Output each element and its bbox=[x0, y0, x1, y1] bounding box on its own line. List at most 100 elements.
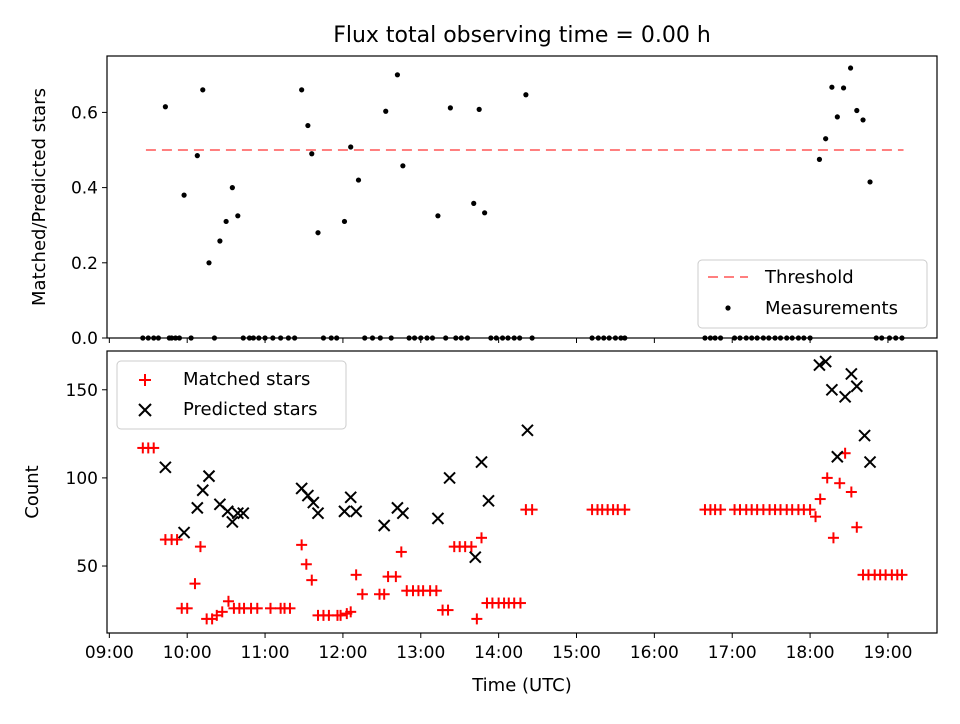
predicted-star-point bbox=[301, 489, 315, 502]
matched-star-point bbox=[222, 595, 234, 607]
measurement-point bbox=[447, 105, 453, 111]
matched-star-point bbox=[476, 532, 488, 544]
predicted-star-point bbox=[819, 355, 832, 368]
measurement-point bbox=[523, 92, 529, 98]
top-y-ticks: 0.0 0.2 0.4 0.6 bbox=[71, 103, 107, 349]
predicted-star-point bbox=[311, 506, 325, 520]
legend-matched-marker bbox=[139, 374, 151, 386]
measurement-point bbox=[223, 218, 229, 225]
measurement-point bbox=[217, 238, 223, 244]
legend-threshold-label: Threshold bbox=[764, 267, 854, 288]
x-tick-label: 09:00 bbox=[85, 643, 134, 663]
x-tick-label: 16:00 bbox=[630, 643, 679, 663]
predicted-star-point bbox=[469, 551, 482, 564]
top-legend: Threshold Measurements bbox=[697, 259, 928, 329]
predicted-star-point bbox=[850, 380, 864, 393]
matched-star-point bbox=[821, 472, 833, 484]
bottom-axes-frame bbox=[106, 350, 938, 634]
matched-star-point bbox=[896, 569, 908, 581]
legend-measurements-label: Measurements bbox=[765, 298, 898, 319]
matched-star-point bbox=[814, 493, 826, 505]
predicted-star-point bbox=[307, 496, 320, 509]
legend-measurements-marker bbox=[725, 305, 731, 311]
measurement-point bbox=[840, 85, 847, 91]
matched-star-point bbox=[471, 613, 483, 625]
measurement-point bbox=[229, 185, 235, 191]
top-y-tick-label: 0.4 bbox=[71, 179, 98, 199]
predicted-star-point bbox=[196, 484, 209, 497]
bottom-y-label: Count bbox=[22, 465, 43, 518]
predicted-star-point bbox=[344, 491, 357, 504]
top-y-tick-label: 0.2 bbox=[71, 254, 98, 274]
matched-star-point bbox=[834, 477, 846, 489]
bottom-panel: 50 100 150 09:00 10:00 11:00 12:00 13:00 14:00 1… bbox=[22, 350, 938, 696]
bottom-legend: Matched stars Predicted stars bbox=[116, 360, 347, 430]
measurement-point bbox=[383, 108, 389, 114]
matched-star-point bbox=[148, 442, 160, 454]
measurement-point bbox=[829, 84, 835, 90]
measurement-point bbox=[299, 87, 305, 93]
matched-star-point bbox=[851, 521, 863, 533]
predicted-star-point bbox=[521, 424, 534, 437]
measurement-point bbox=[194, 153, 200, 159]
predicted-star-point bbox=[191, 501, 204, 515]
matched-star-point bbox=[189, 578, 201, 590]
predicted-star-point bbox=[845, 367, 858, 381]
x-tick-label: 13:00 bbox=[396, 643, 445, 663]
predicted-star-point bbox=[231, 506, 245, 520]
x-tick-label: 10:00 bbox=[163, 643, 212, 663]
predicted-stars-points bbox=[159, 355, 877, 564]
matched-star-point bbox=[395, 546, 407, 558]
measurement-point bbox=[823, 136, 829, 142]
legend-predicted-label: Predicted stars bbox=[183, 399, 317, 420]
matched-star-point bbox=[296, 539, 308, 551]
matched-star-point bbox=[265, 602, 277, 614]
matched-star-point bbox=[216, 606, 228, 618]
top-y-label: Matched/Predicted stars bbox=[29, 88, 50, 306]
measurement-point bbox=[181, 192, 187, 198]
x-tick-label: 15:00 bbox=[552, 643, 601, 663]
matched-star-point bbox=[810, 511, 822, 523]
measurement-point bbox=[847, 65, 854, 71]
predicted-star-point bbox=[443, 471, 456, 485]
bottom-y-tick-label: 150 bbox=[66, 381, 98, 401]
matched-star-point bbox=[335, 609, 347, 621]
predicted-star-point bbox=[431, 512, 445, 525]
predicted-star-point bbox=[338, 505, 351, 518]
predicted-star-point bbox=[858, 429, 871, 442]
x-tick-label: 19:00 bbox=[863, 643, 912, 663]
matched-star-point bbox=[171, 534, 183, 546]
matched-star-point bbox=[430, 585, 442, 597]
matched-star-point bbox=[356, 588, 368, 600]
measurement-point bbox=[162, 104, 168, 110]
predicted-star-point bbox=[825, 383, 839, 396]
matched-star-point bbox=[345, 606, 357, 618]
measurement-point bbox=[860, 117, 866, 123]
measurement-point bbox=[206, 260, 212, 266]
matched-star-point bbox=[350, 569, 362, 581]
predicted-star-point bbox=[831, 450, 844, 463]
measurement-point bbox=[309, 151, 315, 157]
x-tick-label: 11:00 bbox=[241, 643, 290, 663]
matched-stars-points bbox=[137, 442, 908, 625]
measurement-point bbox=[854, 107, 860, 114]
measurement-point bbox=[816, 156, 823, 162]
measurement-point bbox=[471, 200, 477, 206]
bottom-y-tick-label: 50 bbox=[76, 557, 98, 577]
predicted-star-point bbox=[863, 455, 877, 469]
measurement-point bbox=[867, 179, 873, 185]
matched-star-point bbox=[306, 574, 318, 586]
bottom-y-tick-label: 100 bbox=[66, 469, 98, 489]
predicted-star-point bbox=[237, 506, 250, 520]
legend-matched-label: Matched stars bbox=[183, 369, 310, 390]
matched-star-point bbox=[251, 602, 263, 614]
top-axes-frame bbox=[106, 55, 938, 339]
measurement-point bbox=[305, 122, 311, 129]
matched-star-point bbox=[378, 588, 390, 600]
measurement-point bbox=[355, 177, 362, 183]
measurement-point bbox=[348, 144, 354, 150]
measurement-point bbox=[341, 218, 348, 225]
measurement-point bbox=[834, 114, 840, 120]
top-panel: 0.0 0.2 0.4 0.6 Matched/Predicted stars Thr… bbox=[29, 55, 938, 349]
measurement-point bbox=[435, 213, 441, 219]
